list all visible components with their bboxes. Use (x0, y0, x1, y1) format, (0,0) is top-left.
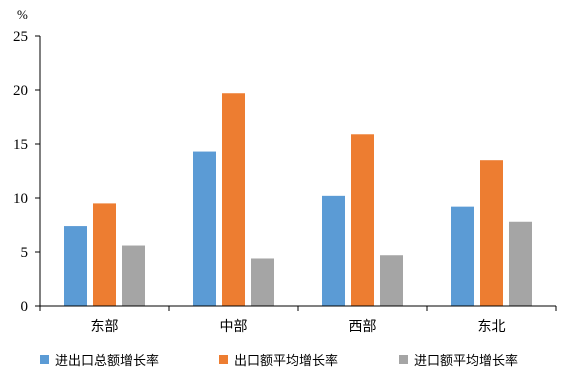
bar (480, 160, 503, 306)
legend-label: 进出口总额增长率 (55, 353, 159, 369)
y-tick-label: 25 (13, 29, 28, 45)
bar (251, 258, 274, 306)
y-tick-label: 5 (21, 245, 29, 261)
x-axis: 东部 中部 西部 东北 (39, 305, 557, 335)
x-category-label: 中部 (220, 319, 248, 335)
y-axis: 0 5 10 15 20 25 (13, 29, 41, 315)
y-tick-label: 10 (13, 191, 28, 207)
bar-group (322, 134, 403, 306)
bar (322, 195, 345, 306)
bar (380, 255, 403, 306)
bar (509, 221, 532, 306)
bar-groups (64, 93, 532, 307)
bar (222, 93, 245, 307)
legend-item: 出口额平均增长率 (219, 353, 338, 369)
bar (93, 203, 116, 306)
legend-item: 进出口总额增长率 (40, 353, 159, 369)
x-category-label: 东北 (478, 319, 506, 335)
y-tick-label: 20 (13, 83, 28, 99)
legend-item: 进口额平均增长率 (399, 353, 518, 369)
bar-group (193, 93, 274, 307)
y-unit-label: % (17, 7, 28, 22)
bar (64, 226, 87, 306)
legend-swatch (40, 355, 49, 364)
bar-group (64, 203, 145, 306)
x-category-label: 西部 (349, 319, 377, 335)
bar-group (451, 160, 532, 306)
bar (451, 206, 474, 306)
legend: 进出口总额增长率 出口额平均增长率 进口额平均增长率 (40, 353, 518, 369)
legend-swatch (219, 355, 228, 364)
bar (351, 134, 374, 306)
y-tick-label: 15 (13, 137, 28, 153)
bar (193, 151, 216, 306)
y-tick-label: 0 (21, 299, 29, 315)
legend-label: 出口额平均增长率 (234, 353, 338, 369)
legend-swatch (399, 355, 408, 364)
x-category-label: 东部 (91, 319, 119, 335)
bar (122, 245, 145, 306)
legend-label: 进口额平均增长率 (414, 353, 518, 369)
